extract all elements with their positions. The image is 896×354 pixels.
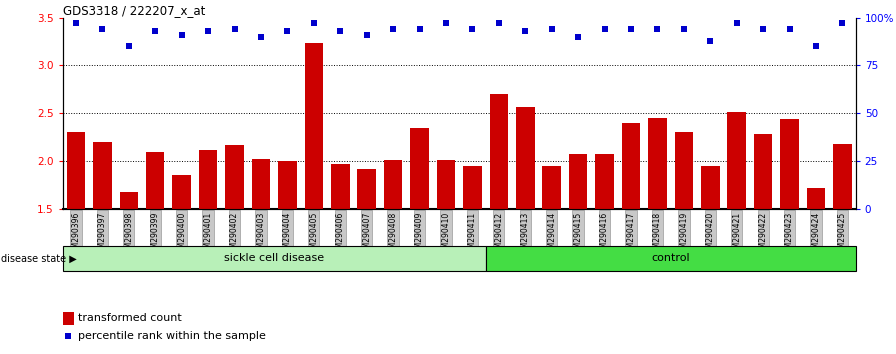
Point	[703, 38, 718, 44]
Bar	[358, 169, 376, 352]
Bar	[542, 166, 561, 352]
Point	[359, 32, 374, 38]
Bar	[569, 154, 588, 352]
Point	[650, 26, 665, 32]
Point	[676, 26, 691, 32]
Bar	[754, 134, 772, 352]
Point	[333, 28, 348, 34]
Bar	[225, 145, 244, 352]
Bar	[833, 144, 852, 352]
Text: GDS3318 / 222207_x_at: GDS3318 / 222207_x_at	[63, 4, 205, 17]
Bar	[93, 142, 112, 352]
Point	[306, 21, 321, 26]
Point	[280, 28, 295, 34]
Text: percentile rank within the sample: percentile rank within the sample	[79, 331, 266, 341]
Point	[782, 26, 797, 32]
Point	[518, 28, 532, 34]
Point	[61, 333, 75, 338]
Text: sickle cell disease: sickle cell disease	[224, 253, 324, 263]
Bar	[675, 132, 694, 352]
Bar	[622, 123, 641, 352]
Bar	[595, 154, 614, 352]
Bar	[66, 132, 85, 352]
Point	[835, 21, 849, 26]
Text: control: control	[651, 253, 690, 263]
Point	[756, 26, 771, 32]
Bar	[383, 160, 402, 352]
Point	[412, 26, 426, 32]
Bar	[63, 246, 486, 271]
Point	[545, 26, 559, 32]
Bar	[305, 42, 323, 352]
Bar	[436, 160, 455, 352]
Text: transformed count: transformed count	[79, 313, 182, 323]
Bar	[119, 192, 138, 352]
Bar	[728, 112, 746, 352]
Bar	[489, 94, 508, 352]
Bar	[648, 118, 667, 352]
Point	[228, 26, 242, 32]
Point	[201, 28, 215, 34]
Bar	[463, 166, 482, 352]
Point	[624, 26, 638, 32]
Point	[148, 28, 162, 34]
Point	[386, 26, 401, 32]
Bar	[252, 159, 271, 352]
Bar	[278, 161, 297, 352]
Point	[122, 44, 136, 49]
Point	[465, 26, 479, 32]
Bar	[146, 152, 165, 352]
Bar	[780, 119, 799, 352]
Bar	[63, 312, 73, 325]
Point	[492, 21, 506, 26]
Point	[175, 32, 189, 38]
Text: disease state ▶: disease state ▶	[1, 253, 77, 263]
Point	[809, 44, 823, 49]
Point	[95, 26, 109, 32]
Bar	[410, 127, 429, 352]
Bar	[331, 164, 349, 352]
Bar	[199, 150, 218, 352]
Point	[598, 26, 612, 32]
Bar	[172, 175, 191, 352]
Bar	[486, 246, 856, 271]
Point	[69, 21, 83, 26]
Point	[254, 34, 268, 40]
Point	[439, 21, 453, 26]
Bar	[516, 107, 535, 352]
Point	[571, 34, 585, 40]
Point	[729, 21, 744, 26]
Bar	[701, 166, 719, 352]
Bar	[806, 188, 825, 352]
